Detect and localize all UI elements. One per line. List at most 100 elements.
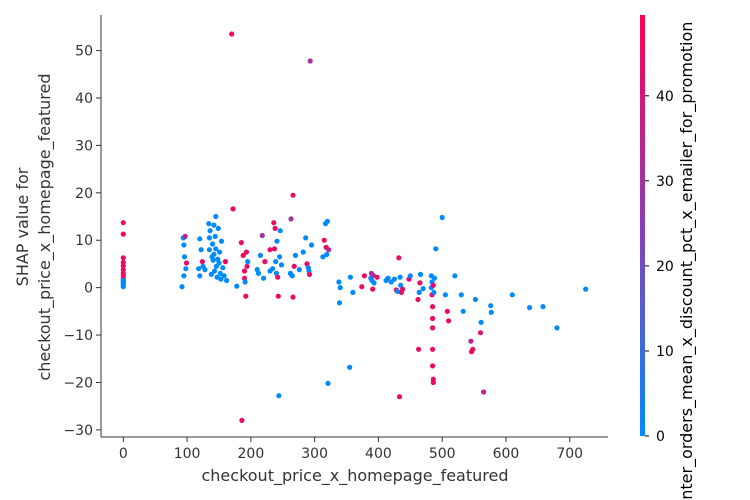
- colorbar: 0 10 20 30 40 center_orders_mean_x_discount_…: [640, 15, 697, 500]
- data-point: [207, 228, 213, 234]
- data-point: [213, 213, 219, 220]
- data-point: [527, 305, 533, 311]
- data-point: [583, 286, 589, 292]
- data-point: [370, 286, 376, 292]
- colorbar-tick-label: 40: [656, 89, 674, 105]
- data-point: [211, 268, 218, 274]
- data-point: [199, 259, 205, 265]
- data-point: [481, 389, 487, 395]
- y-tick-label: 40: [75, 91, 93, 107]
- data-point: [303, 235, 309, 241]
- y-tick-label: 50: [75, 44, 93, 60]
- data-point: [417, 271, 424, 277]
- data-point: [208, 271, 214, 277]
- x-tick-label: 100: [174, 446, 201, 462]
- data-point: [470, 346, 476, 352]
- data-point: [206, 221, 212, 227]
- data-point: [433, 246, 439, 252]
- data-point: [234, 283, 240, 289]
- data-point: [120, 231, 126, 237]
- data-point: [267, 247, 273, 253]
- y-tick-label: −30: [63, 423, 93, 439]
- data-point: [181, 254, 188, 260]
- data-point: [289, 273, 295, 279]
- y-tick-label: −10: [63, 328, 93, 344]
- data-point: [120, 259, 126, 266]
- data-point: [336, 300, 343, 306]
- data-point: [320, 254, 326, 260]
- colorbar-tick-label: 30: [656, 174, 674, 190]
- data-point: [288, 216, 294, 222]
- data-point: [271, 220, 277, 226]
- data-point: [278, 262, 285, 268]
- data-point: [275, 274, 281, 280]
- data-point: [197, 236, 203, 242]
- y-ticks: −30 −20 −10 0 10 20 30 40 50: [63, 44, 101, 439]
- data-point: [374, 274, 380, 280]
- data-point: [488, 303, 494, 309]
- data-point: [261, 275, 267, 281]
- data-point: [120, 267, 126, 273]
- data-point: [213, 246, 219, 252]
- data-point: [325, 380, 331, 386]
- data-point: [271, 246, 278, 252]
- colorbar-tick-label: 20: [656, 259, 674, 275]
- x-tick-label: 600: [493, 446, 520, 462]
- data-point: [244, 263, 250, 269]
- data-point: [554, 325, 560, 331]
- data-point: [430, 282, 436, 288]
- data-point: [120, 220, 126, 226]
- data-point: [417, 280, 423, 286]
- data-point: [350, 289, 356, 295]
- x-tick-label: 700: [556, 446, 583, 462]
- data-point: [196, 266, 202, 272]
- x-tick-label: 0: [119, 446, 128, 462]
- data-point: [275, 293, 281, 299]
- data-point: [439, 214, 445, 221]
- data-point: [415, 296, 421, 303]
- data-point: [478, 319, 484, 325]
- data-point: [430, 346, 436, 352]
- colorbar-tick-label: 0: [656, 429, 665, 445]
- data-point: [217, 249, 223, 255]
- data-point: [431, 289, 437, 295]
- data-point: [460, 308, 466, 314]
- data-point: [277, 254, 283, 260]
- x-ticks: 0 100 200 300 400 500 600 700: [119, 437, 583, 462]
- data-point: [396, 394, 403, 400]
- data-point: [430, 315, 436, 322]
- data-point: [120, 255, 126, 261]
- data-point: [407, 273, 413, 279]
- data-point: [431, 275, 438, 281]
- data-point: [359, 284, 365, 290]
- data-point: [270, 266, 276, 272]
- data-point: [307, 58, 313, 64]
- data-point: [183, 266, 189, 272]
- x-tick-label: 400: [365, 446, 392, 462]
- data-point: [239, 417, 245, 423]
- data-point: [291, 263, 297, 269]
- data-point: [488, 309, 494, 315]
- y-axis-label-line-2-text: checkout_price_x_homepage_featured: [35, 73, 55, 380]
- data-point: [290, 294, 296, 300]
- data-point: [181, 273, 187, 279]
- data-point: [336, 279, 342, 285]
- data-point: [347, 364, 353, 370]
- data-point: [274, 238, 280, 244]
- data-point: [206, 247, 212, 253]
- data-point: [416, 346, 422, 352]
- data-point: [300, 249, 306, 255]
- data-point: [240, 252, 246, 258]
- data-point: [241, 268, 248, 274]
- data-point: [259, 232, 265, 239]
- data-point: [222, 259, 228, 265]
- data-point: [391, 276, 397, 282]
- data-point: [215, 225, 221, 231]
- data-point: [183, 260, 190, 266]
- data-point: [361, 273, 367, 279]
- data-point: [212, 233, 218, 239]
- data-point: [290, 192, 296, 198]
- data-point: [181, 242, 187, 248]
- data-point: [347, 274, 353, 280]
- y-tick-label: 30: [75, 138, 93, 154]
